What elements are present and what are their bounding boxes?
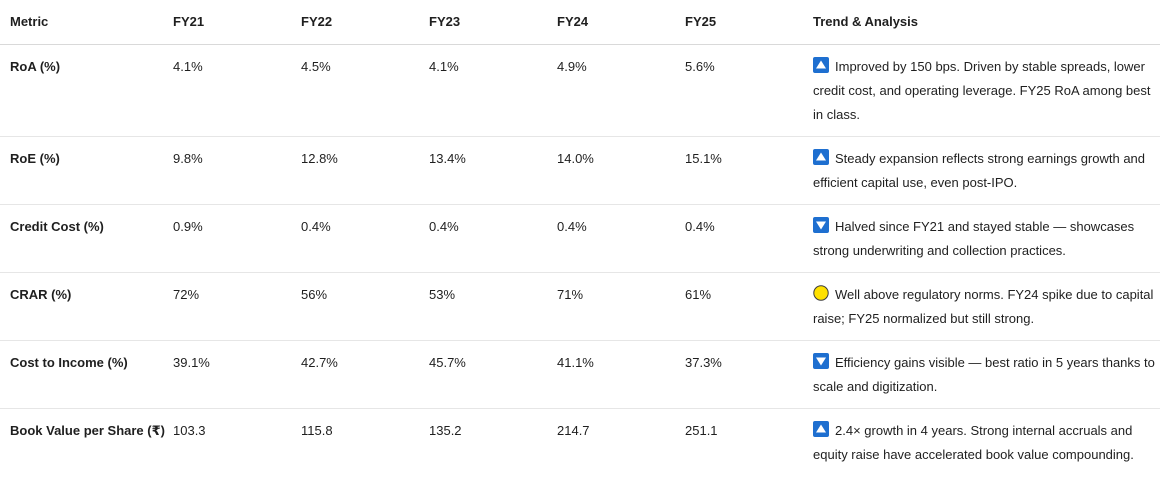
value-cell-fy25: 15.1%	[685, 136, 813, 205]
value-cell-fy21: 0.9%	[173, 204, 301, 273]
value-cell-fy24: 0.4%	[557, 204, 685, 273]
value-cell-fy21: 39.1%	[173, 340, 301, 409]
trend-analysis-cell: Well above regulatory norms. FY24 spike …	[813, 272, 1160, 341]
table-row: RoA (%) 4.1% 4.5% 4.1% 4.9% 5.6% Improved by 1…	[0, 44, 1160, 137]
value-cell-fy21: 4.1%	[173, 44, 301, 137]
metric-name-cell: Credit Cost (%)	[0, 204, 173, 273]
value-cell-fy23: 45.7%	[429, 340, 557, 409]
value-cell-fy23: 13.4%	[429, 136, 557, 205]
value-cell-fy25: 251.1	[685, 423, 718, 438]
value-cell-fy25: 0.4%	[685, 204, 813, 273]
up-arrow-icon	[813, 57, 829, 73]
value-cell-fy22: 4.5%	[301, 44, 429, 137]
metric-name-cell: RoA (%)	[0, 44, 173, 137]
header-row: Metric FY21 FY22 FY23 FY24 FY25 Trend & …	[0, 0, 1160, 45]
value-cell-fy25: 37.3%	[685, 340, 813, 409]
trend-analysis-cell: Halved since FY21 and stayed stable — sh…	[813, 204, 1160, 273]
value-cell-fy21: 72%	[173, 272, 301, 341]
column-header-trend-analysis: Trend & Analysis	[813, 0, 1160, 45]
yellow-circle-icon	[813, 285, 829, 301]
value-cell-fy22: 115.8	[301, 423, 333, 438]
table-header: Metric FY21 FY22 FY23 FY24 FY25 Trend & …	[0, 0, 1160, 45]
value-cell-fy23: 135.2	[429, 423, 462, 438]
trend-analysis-text: Efficiency gains visible — best ratio in…	[813, 355, 1155, 394]
up-arrow-icon	[813, 421, 829, 437]
table-body: RoA (%) 4.1% 4.5% 4.1% 4.9% 5.6% Improved by 1…	[0, 44, 1160, 477]
value-cell-fy23: 4.1%	[429, 44, 557, 137]
value-cell-fy23: 53%	[429, 272, 557, 341]
table-row: CRAR (%) 72% 56% 53% 71% 61% Well above regula…	[0, 272, 1160, 341]
trend-analysis-text: Well above regulatory norms. FY24 spike …	[813, 287, 1154, 326]
trend-analysis-text: Steady expansion reflects strong earning…	[813, 151, 1146, 190]
value-cell-fy24: 214.7	[557, 423, 590, 438]
column-header-fy25: FY25	[685, 0, 813, 45]
value-cell-fy24: 14.0%	[557, 136, 685, 205]
down-arrow-icon	[813, 353, 829, 369]
trend-analysis-cell: Steady expansion reflects strong earning…	[813, 136, 1160, 205]
trend-analysis-cell: Improved by 150 bps. Driven by stable sp…	[813, 44, 1160, 137]
value-cell-fy22: 42.7%	[301, 340, 429, 409]
value-cell-fy22: 12.8%	[301, 136, 429, 205]
column-header-fy22: FY22	[301, 0, 429, 45]
metric-name-cell: RoE (%)	[0, 136, 173, 205]
column-header-fy21: FY21	[173, 0, 301, 45]
value-cell-fy25: 5.6%	[685, 44, 813, 137]
value-cell-fy23: 0.4%	[429, 204, 557, 273]
table-row: Cost to Income (%) 39.1% 42.7% 45.7% 41.1% 37…	[0, 340, 1160, 409]
metric-name-cell: CRAR (%)	[0, 272, 173, 341]
value-cell-fy22: 56%	[301, 272, 429, 341]
trend-analysis-cell: 2.4× growth in 4 years. Strong internal …	[813, 409, 1160, 477]
value-cell-fy24: 71%	[557, 272, 685, 341]
trend-analysis-text: Improved by 150 bps. Driven by stable sp…	[813, 59, 1151, 122]
metrics-table: Metric FY21 FY22 FY23 FY24 FY25 Trend & …	[0, 0, 1160, 477]
down-arrow-icon	[813, 217, 829, 233]
table-row: RoE (%) 9.8% 12.8% 13.4% 14.0% 15.1% Steady ex…	[0, 136, 1160, 205]
column-header-fy23: FY23	[429, 0, 557, 45]
trend-analysis-text: 2.4× growth in 4 years. Strong internal …	[813, 423, 1134, 462]
metric-name-cell: Book Value per Share (₹)	[10, 423, 165, 438]
value-cell-fy21: 9.8%	[173, 136, 301, 205]
value-cell-fy25: 61%	[685, 272, 813, 341]
value-cell-fy22: 0.4%	[301, 204, 429, 273]
trend-analysis-text: Halved since FY21 and stayed stable — sh…	[813, 219, 1135, 258]
value-cell-fy24: 41.1%	[557, 340, 685, 409]
column-header-metric: Metric	[0, 0, 173, 45]
value-cell-fy24: 4.9%	[557, 44, 685, 137]
trend-analysis-cell: Efficiency gains visible — best ratio in…	[813, 340, 1160, 409]
metric-name-cell: Cost to Income (%)	[0, 340, 173, 409]
up-arrow-icon	[813, 149, 829, 165]
column-header-fy24: FY24	[557, 0, 685, 45]
table-row: Credit Cost (%) 0.9% 0.4% 0.4% 0.4% 0.4% Halve…	[0, 204, 1160, 273]
table-row: Book Value per Share (₹) 103.3 115.8 135.2 2…	[0, 409, 1160, 477]
value-cell-fy21: 103.3	[173, 423, 206, 438]
